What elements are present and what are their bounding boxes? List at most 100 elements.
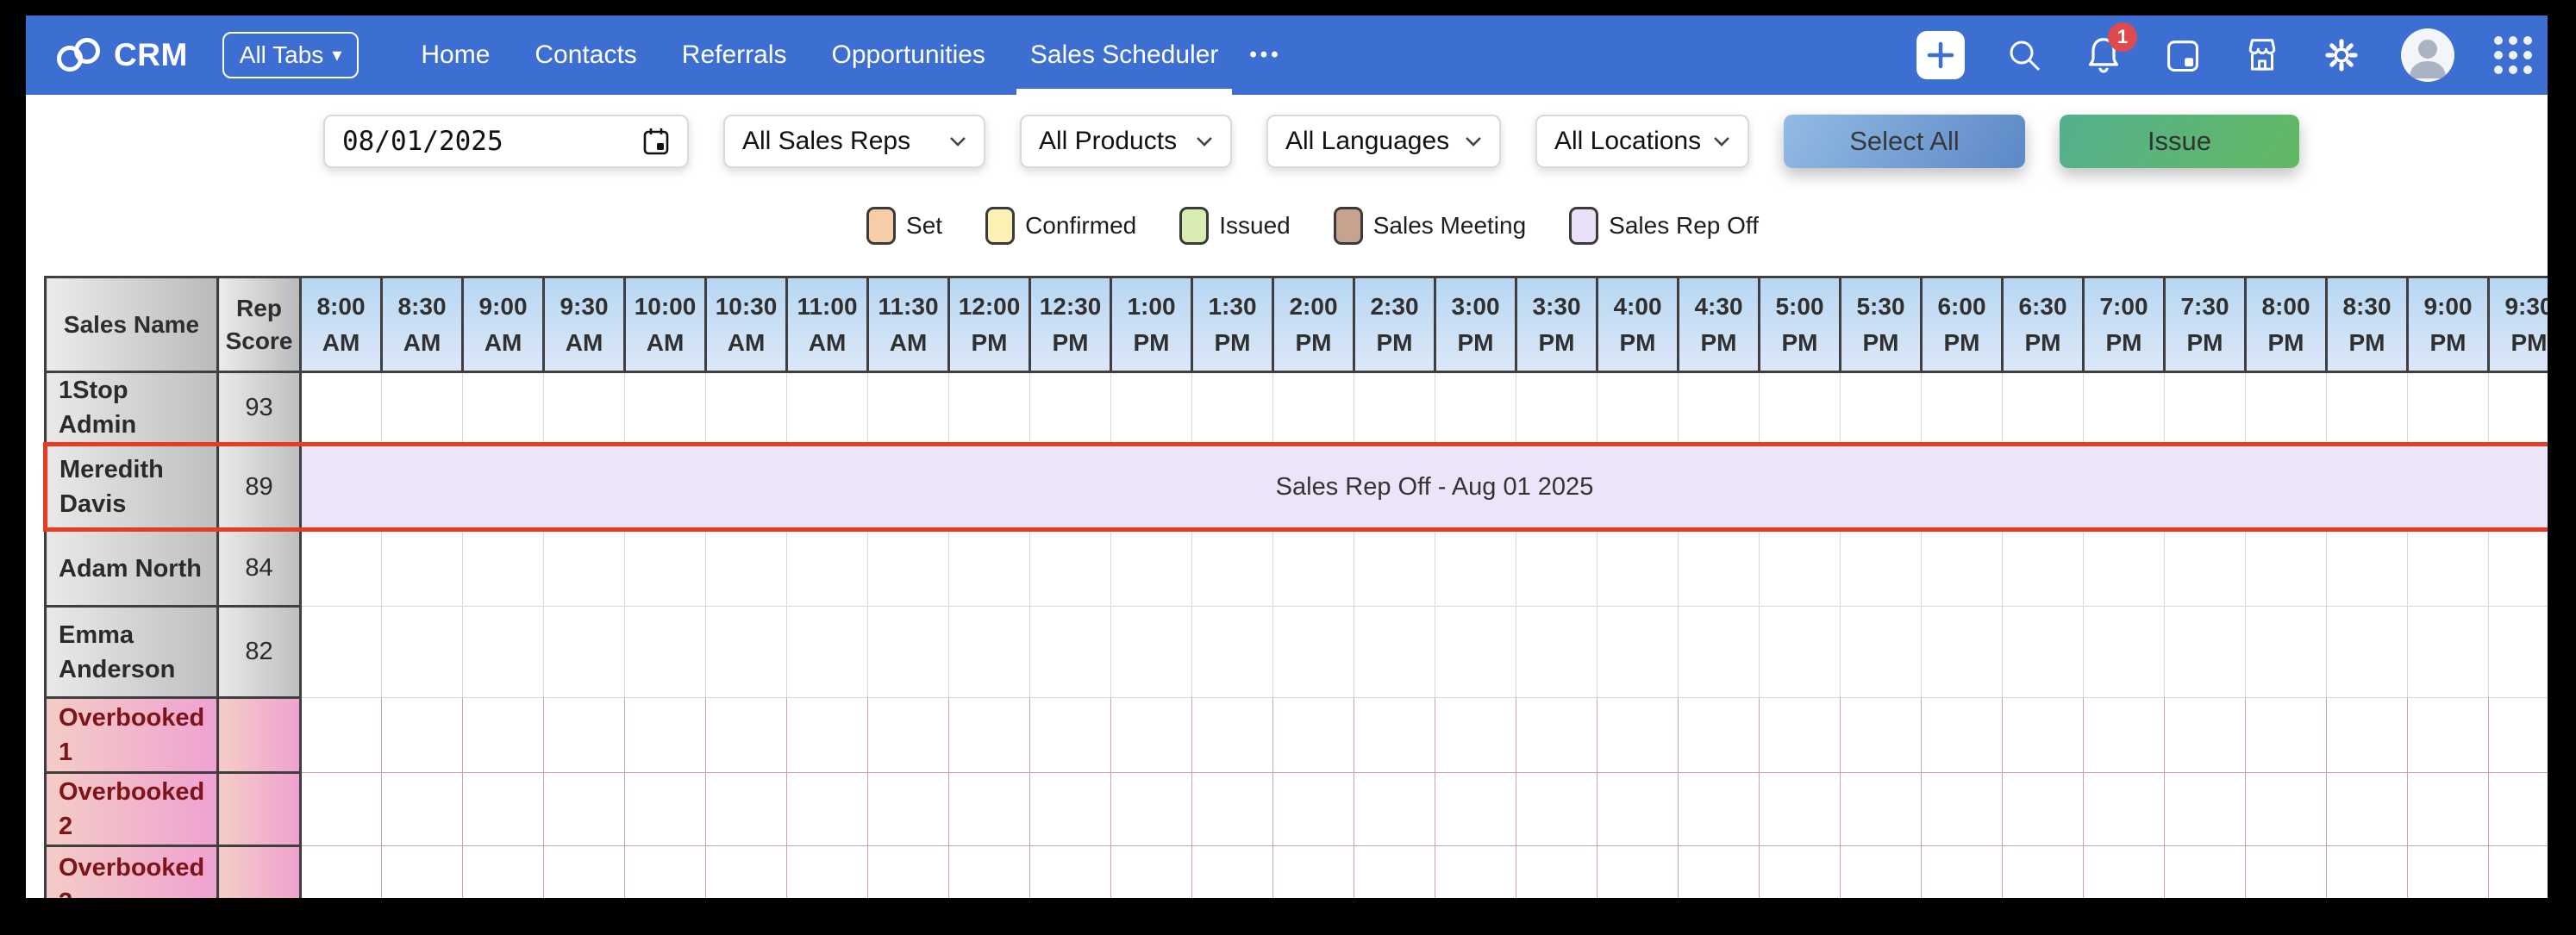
slot-cell-adam-north-12-30-pm[interactable] xyxy=(1029,529,1111,607)
slot-cell-overbooked-3-2-30-pm[interactable] xyxy=(1354,845,1435,898)
slot-cell-adam-north-2-30-pm[interactable] xyxy=(1354,529,1435,607)
slot-cell-overbooked-2-1-00-pm[interactable] xyxy=(1110,772,1192,846)
slot-cell-1stop-admin-11-00-am[interactable] xyxy=(786,371,868,445)
slot-cell-emma-anderson-7-00-pm[interactable] xyxy=(2083,606,2165,698)
slot-cell-emma-anderson-1-30-pm[interactable] xyxy=(1191,606,1273,698)
slot-cell-1stop-admin-8-00-am[interactable] xyxy=(300,371,382,445)
slot-cell-overbooked-2-8-00-am[interactable] xyxy=(300,772,382,846)
slot-cell-emma-anderson-9-00-am[interactable] xyxy=(462,606,544,698)
slot-cell-overbooked-1-9-00-am[interactable] xyxy=(462,697,544,773)
slot-cell-emma-anderson-12-30-pm[interactable] xyxy=(1029,606,1111,698)
slot-cell-overbooked-1-12-00-pm[interactable] xyxy=(948,697,1030,773)
slot-cell-1stop-admin-3-30-pm[interactable] xyxy=(1516,371,1597,445)
all-tabs-dropdown[interactable]: All Tabs ▾ xyxy=(222,32,360,78)
slot-cell-adam-north-9-30-am[interactable] xyxy=(543,529,625,607)
slot-cell-emma-anderson-1-00-pm[interactable] xyxy=(1110,606,1192,698)
slot-cell-1stop-admin-9-30-am[interactable] xyxy=(543,371,625,445)
slot-cell-adam-north-7-30-pm[interactable] xyxy=(2164,529,2246,607)
slot-cell-1stop-admin-12-00-pm[interactable] xyxy=(948,371,1030,445)
slot-cell-emma-anderson-2-00-pm[interactable] xyxy=(1272,606,1354,698)
slot-cell-overbooked-1-2-00-pm[interactable] xyxy=(1272,697,1354,773)
slot-cell-adam-north-4-00-pm[interactable] xyxy=(1597,529,1679,607)
slot-cell-overbooked-2-10-00-am[interactable] xyxy=(624,772,706,846)
slot-cell-overbooked-3-8-30-am[interactable] xyxy=(381,845,463,898)
slot-cell-overbooked-3-6-00-pm[interactable] xyxy=(1921,845,2003,898)
slot-cell-1stop-admin-2-30-pm[interactable] xyxy=(1354,371,1435,445)
slot-cell-1stop-admin-9-30-pm[interactable] xyxy=(2488,371,2548,445)
slot-cell-overbooked-2-8-30-am[interactable] xyxy=(381,772,463,846)
slot-cell-overbooked-2-7-00-pm[interactable] xyxy=(2083,772,2165,846)
slot-cell-emma-anderson-10-30-am[interactable] xyxy=(705,606,787,698)
slot-cell-overbooked-3-4-30-pm[interactable] xyxy=(1678,845,1760,898)
slot-cell-adam-north-10-30-am[interactable] xyxy=(705,529,787,607)
slot-cell-adam-north-8-30-pm[interactable] xyxy=(2326,529,2408,607)
slot-cell-overbooked-1-9-00-pm[interactable] xyxy=(2407,697,2489,773)
slot-cell-overbooked-3-12-00-pm[interactable] xyxy=(948,845,1030,898)
slot-cell-adam-north-10-00-am[interactable] xyxy=(624,529,706,607)
slot-cell-adam-north-8-30-am[interactable] xyxy=(381,529,463,607)
slot-cell-overbooked-3-11-30-am[interactable] xyxy=(867,845,949,898)
nav-item-referrals[interactable]: Referrals xyxy=(681,41,787,69)
slot-cell-1stop-admin-10-30-am[interactable] xyxy=(705,371,787,445)
slot-cell-1stop-admin-12-30-pm[interactable] xyxy=(1029,371,1111,445)
nav-item-opportunities[interactable]: Opportunities xyxy=(831,41,985,69)
slot-cell-1stop-admin-10-00-am[interactable] xyxy=(624,371,706,445)
slot-cell-adam-north-11-00-am[interactable] xyxy=(786,529,868,607)
slot-cell-emma-anderson-8-00-am[interactable] xyxy=(300,606,382,698)
slot-cell-emma-anderson-5-00-pm[interactable] xyxy=(1759,606,1841,698)
slot-cell-overbooked-3-5-30-pm[interactable] xyxy=(1840,845,1922,898)
slot-cell-overbooked-3-8-00-pm[interactable] xyxy=(2245,845,2327,898)
slot-cell-overbooked-1-8-30-am[interactable] xyxy=(381,697,463,773)
issue-button[interactable]: Issue xyxy=(2060,115,2299,168)
slot-cell-overbooked-2-3-00-pm[interactable] xyxy=(1435,772,1516,846)
slot-cell-1stop-admin-6-30-pm[interactable] xyxy=(2002,371,2084,445)
slot-cell-overbooked-3-5-00-pm[interactable] xyxy=(1759,845,1841,898)
slot-cell-1stop-admin-1-30-pm[interactable] xyxy=(1191,371,1273,445)
slot-cell-1stop-admin-6-00-pm[interactable] xyxy=(1921,371,2003,445)
slot-cell-overbooked-2-5-00-pm[interactable] xyxy=(1759,772,1841,846)
slot-cell-emma-anderson-3-30-pm[interactable] xyxy=(1516,606,1597,698)
slot-cell-adam-north-5-30-pm[interactable] xyxy=(1840,529,1922,607)
slot-cell-1stop-admin-11-30-am[interactable] xyxy=(867,371,949,445)
slot-cell-adam-north-4-30-pm[interactable] xyxy=(1678,529,1760,607)
slot-cell-overbooked-3-9-30-pm[interactable] xyxy=(2488,845,2548,898)
slot-cell-emma-anderson-11-30-am[interactable] xyxy=(867,606,949,698)
slot-cell-adam-north-7-00-pm[interactable] xyxy=(2083,529,2165,607)
slot-cell-overbooked-1-12-30-pm[interactable] xyxy=(1029,697,1111,773)
nav-item-home[interactable]: Home xyxy=(421,41,491,69)
slot-cell-1stop-admin-9-00-pm[interactable] xyxy=(2407,371,2489,445)
slot-cell-1stop-admin-9-00-am[interactable] xyxy=(462,371,544,445)
slot-cell-overbooked-1-1-30-pm[interactable] xyxy=(1191,697,1273,773)
slot-cell-1stop-admin-7-00-pm[interactable] xyxy=(2083,371,2165,445)
slot-cell-1stop-admin-8-00-pm[interactable] xyxy=(2245,371,2327,445)
slot-cell-adam-north-6-00-pm[interactable] xyxy=(1921,529,2003,607)
slot-cell-1stop-admin-7-30-pm[interactable] xyxy=(2164,371,2246,445)
slot-cell-overbooked-1-11-00-am[interactable] xyxy=(786,697,868,773)
slot-cell-adam-north-9-00-pm[interactable] xyxy=(2407,529,2489,607)
slot-cell-adam-north-3-00-pm[interactable] xyxy=(1435,529,1516,607)
slot-cell-overbooked-1-10-00-am[interactable] xyxy=(624,697,706,773)
slot-cell-overbooked-3-9-00-pm[interactable] xyxy=(2407,845,2489,898)
slot-cell-overbooked-2-9-00-am[interactable] xyxy=(462,772,544,846)
slot-cell-overbooked-2-9-30-am[interactable] xyxy=(543,772,625,846)
slot-cell-overbooked-1-8-30-pm[interactable] xyxy=(2326,697,2408,773)
slot-cell-overbooked-2-4-00-pm[interactable] xyxy=(1597,772,1679,846)
slot-cell-overbooked-1-6-00-pm[interactable] xyxy=(1921,697,2003,773)
slot-cell-overbooked-1-7-00-pm[interactable] xyxy=(2083,697,2165,773)
slot-cell-overbooked-1-1-00-pm[interactable] xyxy=(1110,697,1192,773)
slot-cell-1stop-admin-5-30-pm[interactable] xyxy=(1840,371,1922,445)
slot-cell-overbooked-1-2-30-pm[interactable] xyxy=(1354,697,1435,773)
slot-cell-overbooked-1-6-30-pm[interactable] xyxy=(2002,697,2084,773)
slot-cell-overbooked-2-7-30-pm[interactable] xyxy=(2164,772,2246,846)
slot-cell-emma-anderson-11-00-am[interactable] xyxy=(786,606,868,698)
slot-cell-1stop-admin-8-30-pm[interactable] xyxy=(2326,371,2408,445)
languages-select[interactable]: All Languages xyxy=(1266,115,1501,168)
slot-cell-emma-anderson-3-00-pm[interactable] xyxy=(1435,606,1516,698)
slot-cell-overbooked-1-5-30-pm[interactable] xyxy=(1840,697,1922,773)
slot-cell-overbooked-1-7-30-pm[interactable] xyxy=(2164,697,2246,773)
slot-cell-emma-anderson-6-00-pm[interactable] xyxy=(1921,606,2003,698)
slot-cell-1stop-admin-8-30-am[interactable] xyxy=(381,371,463,445)
slot-cell-overbooked-3-12-30-pm[interactable] xyxy=(1029,845,1111,898)
slot-cell-1stop-admin-4-30-pm[interactable] xyxy=(1678,371,1760,445)
products-select[interactable]: All Products xyxy=(1020,115,1232,168)
